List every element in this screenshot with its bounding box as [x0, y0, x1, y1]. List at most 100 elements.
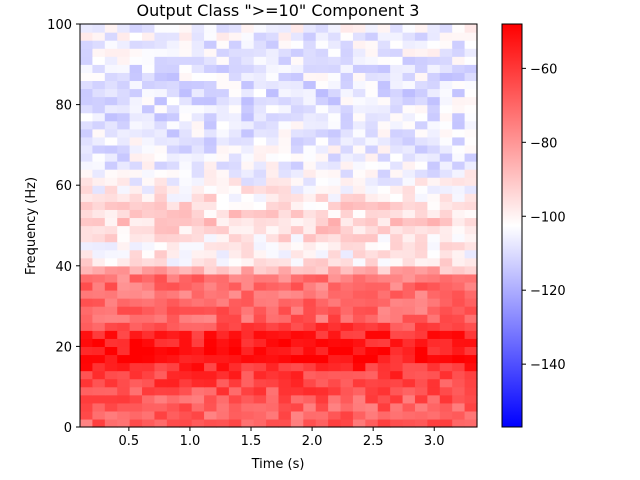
heatmap-cell — [142, 418, 156, 428]
heatmap-cell — [241, 32, 255, 41]
heatmap-cell — [303, 217, 317, 227]
heatmap-cell — [179, 281, 193, 291]
heatmap-cell — [439, 378, 453, 388]
heatmap-cell — [204, 185, 218, 194]
heatmap-cell — [80, 169, 94, 178]
heatmap-cell — [216, 370, 230, 380]
heatmap-cell — [266, 24, 280, 33]
heatmap-cell — [402, 120, 416, 130]
heatmap-cell — [142, 298, 156, 307]
heatmap-cell — [328, 418, 342, 428]
heatmap-cell — [414, 338, 428, 347]
heatmap-cell — [204, 330, 218, 339]
heatmap-cell — [129, 152, 143, 162]
heatmap-cell — [303, 96, 317, 106]
heatmap-cell — [129, 257, 143, 267]
heatmap-cell — [80, 24, 94, 33]
heatmap-cell — [439, 265, 453, 275]
heatmap-cell — [365, 354, 379, 364]
heatmap-cell — [439, 410, 453, 420]
heatmap-cell — [216, 330, 230, 339]
heatmap-cell — [142, 201, 156, 210]
heatmap-cell — [241, 161, 255, 170]
heatmap-cell — [352, 152, 366, 162]
heatmap-cell — [228, 88, 242, 98]
heatmap-cell — [216, 346, 230, 356]
heatmap-cell — [154, 338, 168, 347]
heatmap-cell — [303, 249, 317, 259]
heatmap-cell — [427, 40, 441, 49]
heatmap-cell — [290, 40, 304, 49]
heatmap-cell — [191, 88, 205, 98]
heatmap-cell — [365, 209, 379, 219]
heatmap-cell — [179, 370, 193, 380]
heatmap-cell — [452, 72, 466, 82]
heatmap-cell — [315, 298, 329, 307]
heatmap-cell — [142, 209, 156, 219]
heatmap-cell — [402, 249, 416, 259]
heatmap-cell — [166, 249, 180, 259]
heatmap-cell — [464, 265, 478, 275]
heatmap-cell — [179, 265, 193, 275]
heatmap-cell — [390, 298, 404, 307]
heatmap-cell — [278, 273, 292, 283]
heatmap-cell — [340, 338, 354, 347]
heatmap-cell — [154, 241, 168, 251]
heatmap-cell — [290, 394, 304, 404]
heatmap-cell — [315, 362, 329, 372]
heatmap-cell — [390, 104, 404, 114]
heatmap-cell — [439, 370, 453, 380]
heatmap-cell — [439, 161, 453, 170]
heatmap-cell — [352, 64, 366, 73]
heatmap-cell — [402, 96, 416, 106]
heatmap-cell — [352, 265, 366, 275]
heatmap-cell — [278, 378, 292, 388]
heatmap-cell — [278, 96, 292, 106]
heatmap-cell — [452, 96, 466, 106]
heatmap-cell — [191, 120, 205, 130]
heatmap-cell — [104, 314, 118, 323]
heatmap-cell — [452, 338, 466, 347]
heatmap-cell — [452, 378, 466, 388]
heatmap-cell — [278, 330, 292, 339]
heatmap-cell — [278, 136, 292, 146]
heatmap-cell — [464, 56, 478, 65]
heatmap-cell — [80, 64, 94, 73]
heatmap-cell — [204, 265, 218, 275]
heatmap-cell — [303, 314, 317, 323]
heatmap-cell — [390, 362, 404, 372]
heatmap-cell — [328, 257, 342, 267]
heatmap-cell — [129, 394, 143, 404]
heatmap-cell — [427, 330, 441, 339]
heatmap-cell — [191, 40, 205, 49]
heatmap-cell — [278, 410, 292, 420]
heatmap-cell — [290, 169, 304, 178]
heatmap-cell — [352, 346, 366, 356]
heatmap-cell — [104, 378, 118, 388]
heatmap-cell — [204, 354, 218, 364]
heatmap-cell — [290, 281, 304, 291]
x-tick-label: 2.0 — [302, 434, 323, 449]
heatmap-cell — [278, 217, 292, 227]
heatmap-cell — [191, 386, 205, 396]
heatmap-cell — [365, 402, 379, 412]
heatmap-cell — [266, 169, 280, 178]
heatmap-cell — [464, 241, 478, 251]
heatmap-cell — [377, 209, 391, 219]
heatmap-cell — [253, 386, 267, 396]
heatmap-cell — [80, 249, 94, 259]
heatmap-cell — [414, 402, 428, 412]
heatmap-cell — [216, 289, 230, 299]
heatmap-cell — [402, 306, 416, 315]
heatmap-cell — [104, 289, 118, 299]
heatmap-cell — [390, 56, 404, 65]
heatmap-cell — [228, 314, 242, 323]
heatmap-cell — [414, 233, 428, 243]
heatmap-cell — [191, 56, 205, 65]
heatmap-cell — [129, 378, 143, 388]
heatmap-cell — [154, 136, 168, 146]
heatmap-cell — [204, 56, 218, 65]
heatmap-cell — [154, 144, 168, 154]
heatmap-cell — [253, 40, 267, 49]
heatmap-cell — [390, 322, 404, 331]
